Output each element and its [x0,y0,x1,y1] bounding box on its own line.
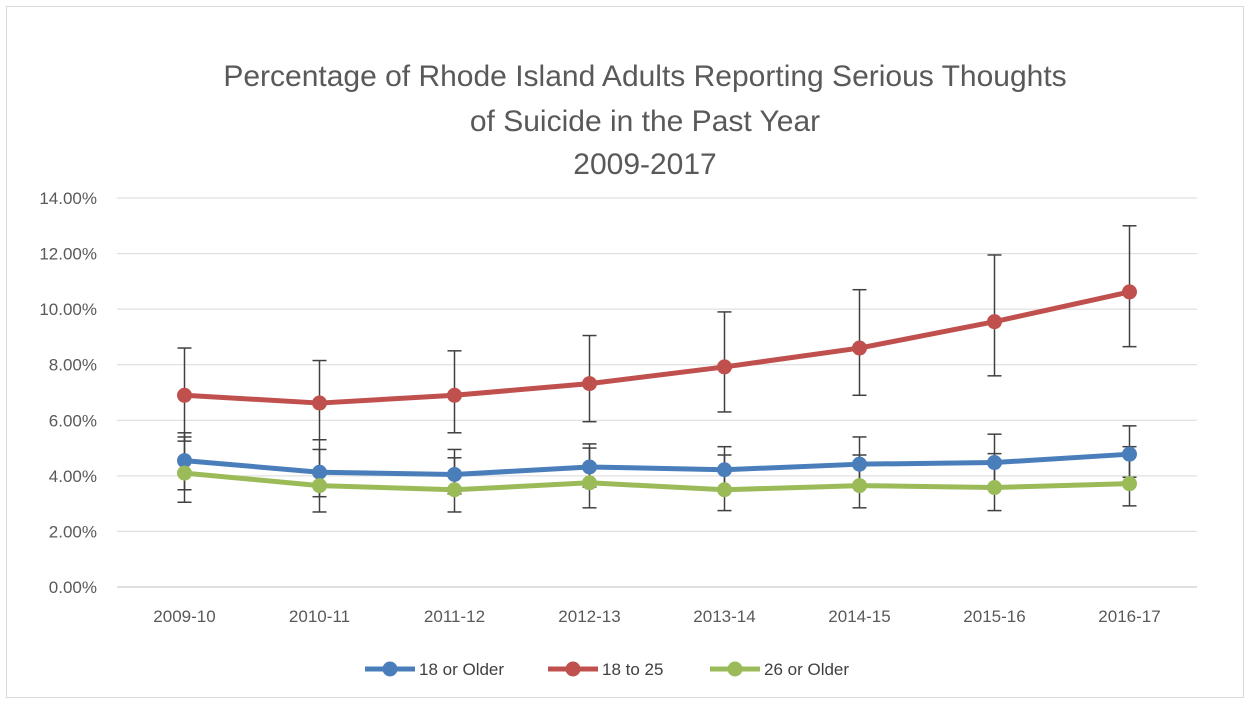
x-tick-label: 2010-11 [289,607,350,626]
legend-label: 18 or Older [419,660,504,679]
chart-title-line-3: 2009-2017 [573,148,716,181]
data-point [312,478,327,494]
data-point [852,478,867,494]
legend-swatch-marker [727,661,743,677]
legend-label: 26 or Older [764,660,849,679]
x-tick-label: 2009-10 [153,607,215,626]
series-lines [177,284,1137,498]
data-point [717,462,732,478]
y-tick-label: 12.00% [39,245,97,264]
series-line [182,451,1132,477]
data-point [717,359,732,375]
x-tick-label: 2013-14 [693,607,755,626]
data-point [987,480,1002,496]
legend-swatch-marker [382,661,398,677]
data-point [987,455,1002,471]
chart-title: Percentage of Rhode Island Adults Report… [223,60,1066,181]
x-tick-label: 2014-15 [828,607,890,626]
chart-title-line-2: of Suicide in the Past Year [470,105,820,138]
data-point [1122,476,1137,492]
data-point [717,482,732,498]
y-tick-label: 6.00% [49,411,97,430]
data-point [447,482,462,498]
data-point [582,376,597,392]
data-point [312,395,327,411]
data-point [1122,284,1137,300]
legend-swatch-marker [565,661,581,677]
data-point [177,387,192,403]
legend-item: 18 to 25 [548,660,663,679]
y-tick-label: 4.00% [49,467,97,486]
data-point [312,464,327,480]
legend-label: 18 to 25 [602,660,663,679]
x-tick-label: 2012-13 [558,607,620,626]
data-point [447,466,462,482]
data-point [447,387,462,403]
chart-title-line-1: Percentage of Rhode Island Adults Report… [223,60,1066,93]
data-point [852,340,867,356]
y-tick-label: 10.00% [39,300,97,319]
data-point [177,465,192,481]
legend: 18 or Older 18 to 25 26 or Older [365,660,849,679]
x-axis-tick-labels: 2009-10 2010-11 2011-12 2012-13 2013-14 2014-… [153,607,1160,626]
data-point [177,453,192,469]
data-point [1122,446,1137,462]
x-tick-label: 2011-12 [424,607,485,626]
series-line [182,470,1132,493]
data-point [582,475,597,491]
legend-item: 18 or Older [365,660,504,679]
y-tick-label: 2.00% [49,522,97,541]
data-point [852,456,867,472]
x-tick-label: 2016-17 [1098,607,1160,626]
gridlines [117,197,1197,588]
y-tick-label: 8.00% [49,356,97,375]
y-tick-label: 0.00% [49,578,97,597]
data-point [582,459,597,475]
series-line [182,289,1132,406]
data-point [987,314,1002,330]
legend-item: 26 or Older [710,660,849,679]
y-axis-tick-labels: 0.00% 2.00% 4.00% 6.00% 8.00% 10.00% 12.00% 14.… [39,189,97,597]
x-tick-label: 2015-16 [963,607,1025,626]
y-tick-label: 14.00% [39,189,97,208]
chart-area [6,6,1244,698]
